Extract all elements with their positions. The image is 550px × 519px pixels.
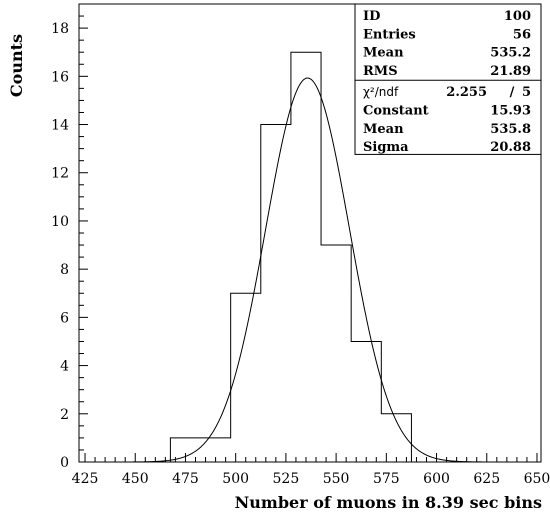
- y-tick-label: 0: [60, 455, 69, 471]
- stats-value: 56: [513, 27, 531, 42]
- stats-label: ID: [363, 9, 380, 24]
- x-tick-label: 450: [122, 471, 149, 487]
- stats-label: Mean: [363, 46, 404, 61]
- histogram-outline: [169, 51, 412, 462]
- fit-param-label: Mean: [363, 122, 404, 137]
- stats-value: 21.89: [490, 64, 531, 79]
- y-tick-label: 2: [60, 407, 69, 423]
- fit-param-value: 15.93: [490, 104, 531, 119]
- fit-param-label: Sigma: [363, 140, 409, 155]
- x-tick-label: 575: [373, 471, 400, 487]
- ndf-value: 5: [522, 85, 531, 100]
- chi2-value: 2.255: [446, 85, 487, 100]
- stats-box-frame: [354, 3, 542, 155]
- x-tick-label: 500: [222, 471, 249, 487]
- y-axis-title: Counts: [7, 34, 26, 97]
- stats-box: ID 100 Entries 56 Mean 535.2 RMS 21.89 χ²/ndf 2.2…: [354, 3, 542, 155]
- histogram-bar: [231, 293, 261, 462]
- y-tick-label: 16: [51, 69, 69, 85]
- stats-value: 535.2: [490, 46, 531, 61]
- axis-ticks: [79, 3, 538, 463]
- chi2-separator: /: [510, 85, 515, 100]
- x-tick-label: 425: [72, 471, 99, 487]
- histogram-bar: [291, 52, 321, 462]
- fit-param-value: 535.8: [490, 122, 531, 137]
- y-tick-label: 18: [51, 21, 69, 37]
- stats-label: Entries: [363, 27, 416, 42]
- x-axis-title: Number of muons in 8.39 sec bins: [235, 493, 542, 512]
- histogram-bars: [169, 51, 412, 462]
- y-tick-label: 14: [51, 118, 69, 134]
- x-tick-label: 475: [172, 471, 199, 487]
- stats-label: RMS: [363, 64, 398, 79]
- gaussian-fit-curve: [79, 77, 541, 463]
- histogram-bar: [321, 245, 351, 462]
- y-tick-label: 6: [60, 310, 69, 326]
- y-tick-label: 8: [60, 262, 69, 278]
- fit-param-label: Constant: [363, 104, 429, 119]
- x-tick-label: 550: [323, 471, 350, 487]
- x-tick-label: 525: [273, 471, 300, 487]
- y-tick-label: 12: [51, 166, 69, 182]
- axis-tick-labels: 425 450 475 500 525 550 575 600 625 650 0 2 4 6 8 10 12 1…: [51, 21, 550, 487]
- histogram-bar: [351, 341, 381, 462]
- fit-param-value: 20.88: [490, 140, 531, 155]
- x-tick-label: 650: [524, 471, 550, 487]
- chi2-ndf-label: χ²/ndf: [363, 85, 399, 99]
- y-tick-label: 10: [51, 214, 69, 230]
- stats-value: 100: [504, 9, 531, 24]
- y-tick-label: 4: [60, 359, 69, 375]
- x-tick-label: 625: [473, 471, 500, 487]
- x-tick-label: 600: [423, 471, 450, 487]
